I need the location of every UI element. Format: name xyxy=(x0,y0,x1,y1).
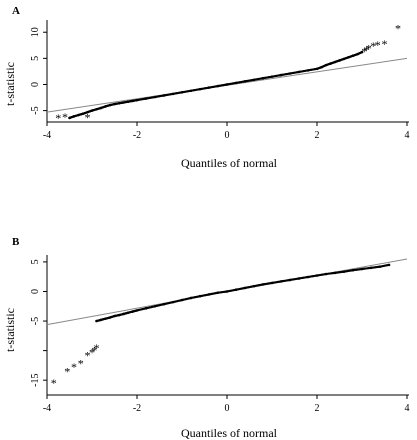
panel-a-ticks: -4 -2 0 2 4 -5 0 5 10 xyxy=(30,27,410,141)
panel-b-y-tick-label: -15 xyxy=(30,374,41,387)
panel-b-outlier-marker: * xyxy=(85,348,91,362)
panel-a: A t-statistic Quantiles of normal -4 -2 0 2… xyxy=(3,5,410,170)
panel-b-x-tick-label: 0 xyxy=(225,403,230,414)
panel-a-y-tick-label: 5 xyxy=(30,56,41,61)
panel-a-outlier-marker: * xyxy=(85,110,91,124)
panel-b-outlier-marker: * xyxy=(51,376,57,390)
panel-a-bulk-points xyxy=(68,50,364,120)
panel-a-x-axis-label: Quantiles of normal xyxy=(181,156,278,170)
panel-a-outlier-marker: * xyxy=(375,38,381,52)
panel-b-ticks: -4 -2 0 2 4 -15 -5 0 5 xyxy=(30,259,410,414)
panel-a-x-tick-label: -4 xyxy=(43,130,51,141)
panel-b-x-tick-label: 2 xyxy=(315,403,320,414)
panel-a-outlier-marker: * xyxy=(382,37,388,51)
panel-a-outlier-marker: * xyxy=(395,22,401,36)
panel-b-outlier-marker: * xyxy=(94,341,100,355)
panel-a-y-tick-label: 10 xyxy=(30,27,41,37)
panel-a-data-point xyxy=(360,50,364,54)
panel-b-outlier-marker: * xyxy=(64,364,70,378)
panel-a-x-tick-label: 4 xyxy=(405,130,410,141)
panel-a-outlier-marker: * xyxy=(366,41,372,55)
panel-a-x-tick-label: 0 xyxy=(225,130,230,141)
panel-b-letter: B xyxy=(12,236,20,248)
panel-b-x-tick-label: 4 xyxy=(405,403,410,414)
panel-a-y-tick-label: -5 xyxy=(30,106,41,114)
panel-a-outlier-points: * * ****** ** xyxy=(55,22,401,125)
panel-b-outlier-marker: * xyxy=(89,345,95,359)
panel-a-x-tick-label: 2 xyxy=(315,130,320,141)
panel-b-y-axis-label: t-statistic xyxy=(3,308,17,352)
panel-a-y-axis-label: t-statistic xyxy=(3,62,17,106)
panel-b-data-point xyxy=(387,263,391,267)
panel-b-outlier-marker: * xyxy=(78,357,84,371)
panel-b-outlier-marker: * xyxy=(71,360,77,374)
panel-b-outlier-marker: * xyxy=(91,344,97,358)
panel-b-x-tick-label: -4 xyxy=(43,403,51,414)
panel-b-x-axis-label: Quantiles of normal xyxy=(181,426,278,440)
panel-b-y-tick-label: 0 xyxy=(30,289,41,294)
panel-a-y-tick-label: 0 xyxy=(30,82,41,87)
panel-b: B t-statistic Quantiles of normal -4 -2 0 2… xyxy=(3,236,410,440)
panel-b-outlier-points: ** * ***** xyxy=(51,341,100,390)
panel-a-letter: A xyxy=(12,5,20,17)
panel-a-x-tick-label: -2 xyxy=(133,130,141,141)
panel-a-outlier-marker: * xyxy=(62,110,68,124)
panel-a-outlier-marker: * xyxy=(364,43,370,57)
panel-a-outlier-marker: * xyxy=(361,45,367,59)
panel-b-bulk-points xyxy=(95,263,391,323)
panel-b-x-tick-label: -2 xyxy=(133,403,141,414)
panel-a-outlier-marker: * xyxy=(55,111,61,125)
panel-a-outlier-marker: * xyxy=(370,39,376,53)
panel-b-y-tick-label: -5 xyxy=(30,317,41,325)
panel-b-y-tick-label: 5 xyxy=(30,259,41,264)
